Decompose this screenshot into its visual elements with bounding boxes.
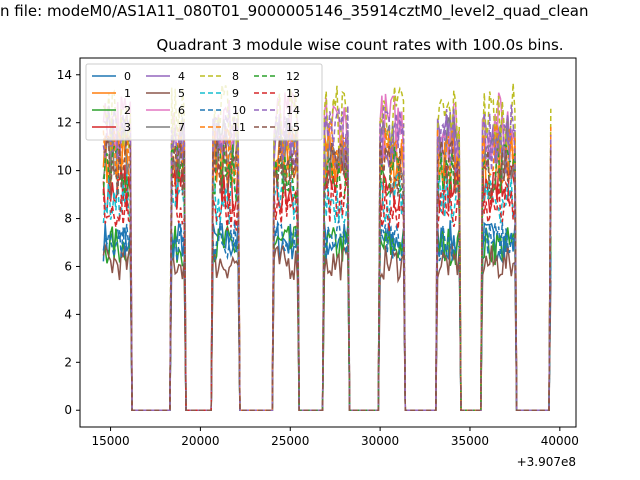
- x-tick-label: 20000: [181, 434, 219, 448]
- legend-label: 10: [232, 104, 246, 117]
- x-tick-label: 30000: [361, 434, 399, 448]
- legend-label: 4: [178, 70, 185, 83]
- y-axis: 0 2 4 6 8 10 12 14: [57, 68, 80, 417]
- y-tick-label: 8: [64, 212, 72, 226]
- x-tick-label: 15000: [91, 434, 129, 448]
- chart-title: Quadrant 3 module wise count rates with …: [156, 36, 564, 54]
- legend-label: 6: [178, 104, 185, 117]
- legend-label: 8: [232, 70, 239, 83]
- legend-label: 1: [124, 87, 131, 100]
- y-tick-label: 6: [64, 259, 72, 273]
- series-layer: [102, 83, 552, 411]
- legend-label: 2: [124, 104, 131, 117]
- y-tick-label: 4: [64, 307, 72, 321]
- legend-box: [85, 63, 323, 141]
- legend-label: 3: [124, 121, 131, 134]
- y-tick-label: 10: [57, 164, 72, 178]
- y-tick-label: 2: [64, 355, 72, 369]
- x-tick-label: 35000: [451, 434, 489, 448]
- legend-label: 14: [286, 104, 300, 117]
- y-tick-label: 0: [64, 403, 72, 417]
- x-axis: 15000 20000 25000 30000 35000 40000: [91, 427, 579, 448]
- legend-label: 5: [178, 87, 185, 100]
- figure-suptitle: n file: modeM0/AS1A11_080T01_9000005146_…: [0, 2, 589, 20]
- legend-label: 11: [232, 121, 246, 134]
- x-offset-label: +3.907e8: [517, 455, 576, 469]
- legend-label: 9: [232, 87, 239, 100]
- y-tick-label: 12: [57, 116, 72, 130]
- series-line-15: [103, 137, 552, 411]
- y-tick-label: 14: [57, 68, 72, 82]
- legend-label: 15: [286, 121, 300, 134]
- series-line-12: [102, 142, 552, 411]
- legend-label: 7: [178, 121, 185, 134]
- legend-label: 0: [124, 70, 131, 83]
- legend-label: 13: [286, 87, 300, 100]
- plot-frame: [79, 57, 577, 428]
- legend-label: 12: [286, 70, 300, 83]
- x-tick-label: 40000: [541, 434, 579, 448]
- x-tick-label: 25000: [271, 434, 309, 448]
